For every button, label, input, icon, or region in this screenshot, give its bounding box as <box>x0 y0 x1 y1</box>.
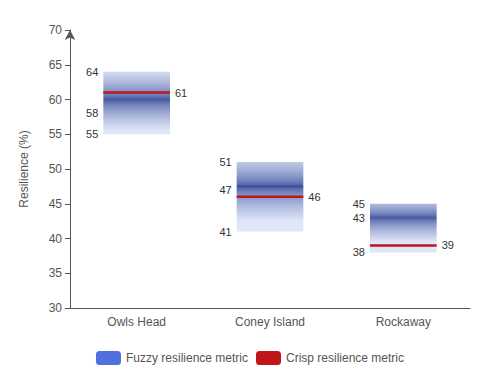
svg-text:43: 43 <box>353 212 365 224</box>
svg-text:55: 55 <box>86 128 98 140</box>
svg-text:Crisp resilience metric: Crisp resilience metric <box>286 351 404 365</box>
svg-text:45: 45 <box>353 198 365 210</box>
svg-text:46: 46 <box>308 191 320 203</box>
svg-text:30: 30 <box>49 301 63 315</box>
svg-text:60: 60 <box>49 93 63 107</box>
svg-text:55: 55 <box>49 127 63 141</box>
svg-text:70: 70 <box>49 23 63 37</box>
svg-text:51: 51 <box>219 156 231 168</box>
svg-text:Resilience (%): Resilience (%) <box>17 130 31 207</box>
svg-text:38: 38 <box>353 246 365 258</box>
svg-text:64: 64 <box>86 66 98 78</box>
svg-text:58: 58 <box>86 107 98 119</box>
svg-text:39: 39 <box>442 239 454 251</box>
svg-text:Coney Island: Coney Island <box>235 315 305 329</box>
svg-text:61: 61 <box>175 87 187 99</box>
svg-text:45: 45 <box>49 197 63 211</box>
svg-text:41: 41 <box>219 226 231 238</box>
svg-text:47: 47 <box>219 184 231 196</box>
svg-text:Fuzzy resilience metric: Fuzzy resilience metric <box>126 351 248 365</box>
svg-text:Owls Head: Owls Head <box>107 315 166 329</box>
svg-text:35: 35 <box>49 266 63 280</box>
svg-text:Rockaway: Rockaway <box>376 315 431 329</box>
svg-text:65: 65 <box>49 58 63 72</box>
svg-text:50: 50 <box>49 162 63 176</box>
svg-text:40: 40 <box>49 232 63 246</box>
